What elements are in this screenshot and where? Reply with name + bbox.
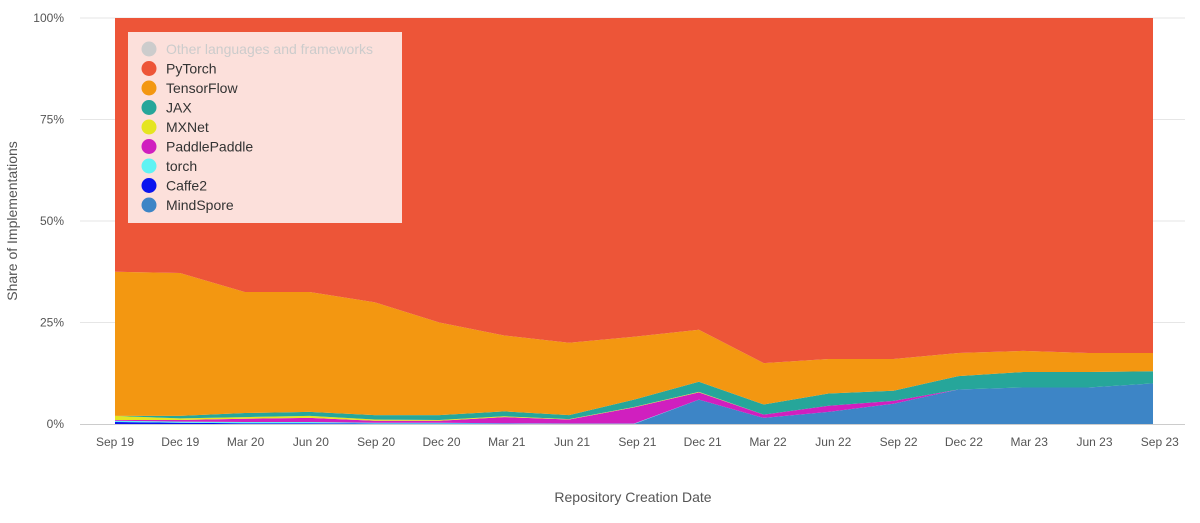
x-tick-label: Jun 20 — [293, 435, 329, 449]
y-tick-label: 50% — [40, 214, 64, 228]
legend-label: PaddlePaddle — [166, 139, 253, 155]
legend-item-caffe2[interactable]: Caffe2 — [141, 178, 208, 194]
x-tick-label: Dec 20 — [422, 435, 460, 449]
x-tick-label: Jun 23 — [1076, 435, 1112, 449]
x-tick-label: Sep 22 — [880, 435, 918, 449]
x-tick-label: Dec 22 — [945, 435, 983, 449]
x-tick-labels: Sep 19 Dec 19 Mar 20 Jun 20 Sep 20 Dec 20 Mar … — [96, 435, 1179, 449]
legend-item-tensorflow[interactable]: TensorFlow — [141, 80, 239, 96]
x-tick-label: Dec 19 — [161, 435, 199, 449]
area-jax[interactable] — [115, 371, 1153, 420]
legend-label: torch — [166, 158, 197, 174]
legend: Other languages and frameworks PyTorch Ten… — [128, 32, 402, 223]
legend-item-pytorch[interactable]: PyTorch — [141, 61, 217, 77]
legend-background — [128, 32, 402, 223]
legend-marker — [141, 100, 157, 115]
legend-item-jax[interactable]: JAX — [141, 100, 193, 116]
area-mindspore[interactable] — [115, 383, 1153, 424]
x-tick-label: Sep 21 — [618, 435, 656, 449]
legend-label: PyTorch — [166, 61, 217, 77]
y-tick-label: 0% — [47, 417, 65, 431]
legend-item-mxnet[interactable]: MXNet — [141, 119, 209, 135]
legend-marker — [141, 197, 157, 213]
legend-marker — [141, 80, 157, 96]
x-tick-label: Mar 21 — [488, 435, 526, 449]
x-tick-label: Mar 20 — [227, 435, 265, 449]
x-tick-label: Mar 22 — [749, 435, 787, 449]
legend-marker — [141, 178, 157, 193]
legend-label: MindSpore — [166, 197, 234, 213]
x-tick-label: Sep 19 — [96, 435, 134, 449]
legend-item-torch[interactable]: torch — [141, 158, 198, 174]
x-tick-label: Sep 20 — [357, 435, 395, 449]
x-tick-label: Mar 23 — [1011, 435, 1049, 449]
y-axis-title: Share of Implementations — [4, 141, 20, 301]
legend-label: MXNet — [166, 119, 209, 135]
legend-label: TensorFlow — [166, 80, 238, 96]
legend-item-other-languages-and-frameworks[interactable]: Other languages and frameworks — [141, 41, 374, 57]
x-tick-label: Jun 22 — [815, 435, 851, 449]
x-tick-label: Jun 21 — [554, 435, 590, 449]
area-tensorflow[interactable] — [115, 271, 1153, 416]
legend-marker — [141, 119, 157, 135]
y-tick-labels: 0% 25% 50% 75% 100% — [33, 11, 64, 431]
legend-item-mindspore[interactable]: MindSpore — [141, 197, 234, 213]
legend-label: Other languages and frameworks — [166, 41, 373, 57]
legend-marker — [141, 158, 157, 174]
y-tick-label: 100% — [33, 11, 64, 25]
y-tick-label: 25% — [40, 316, 64, 330]
x-tick-label: Dec 21 — [684, 435, 722, 449]
legend-label: Caffe2 — [166, 178, 207, 194]
legend-marker — [141, 139, 157, 154]
legend-item-paddlepaddle[interactable]: PaddlePaddle — [141, 139, 254, 155]
x-axis-title: Repository Creation Date — [554, 489, 711, 505]
y-tick-label: 75% — [40, 113, 64, 127]
x-tick-label: Sep 23 — [1141, 435, 1179, 449]
legend-marker — [141, 61, 157, 76]
legend-label: JAX — [166, 100, 192, 116]
legend-marker — [141, 41, 157, 57]
area-paddlepaddle[interactable] — [115, 383, 1153, 424]
